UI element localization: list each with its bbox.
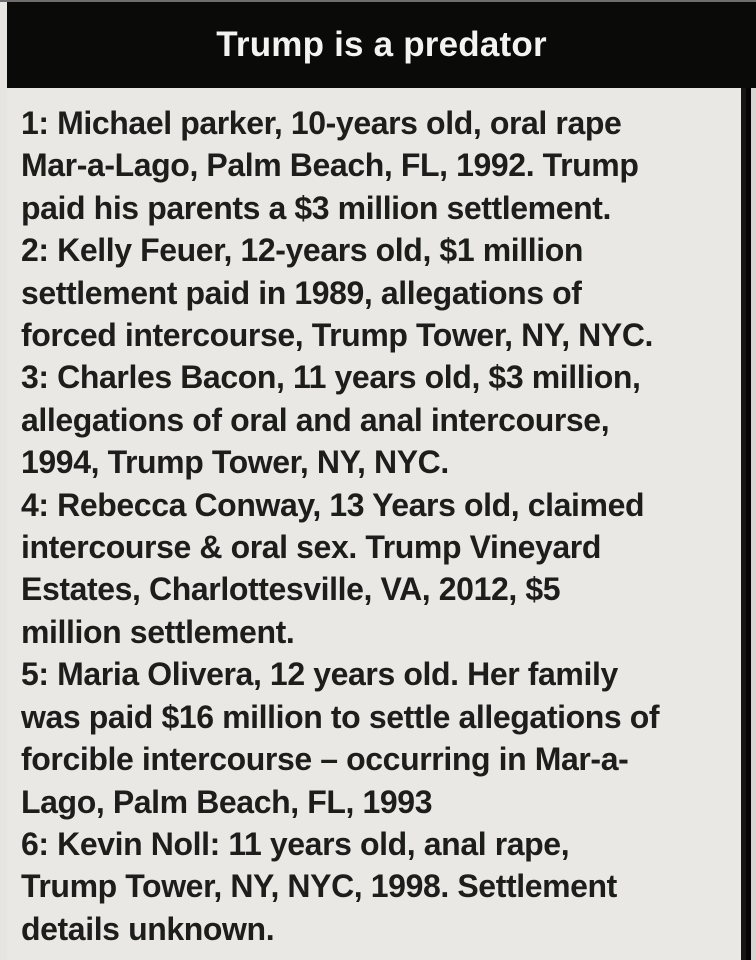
claims-list: 1: Michael parker, 10-years old, oral ra… bbox=[21, 102, 741, 950]
claim-line: forced intercourse, Trump Tower, NY, NYC… bbox=[21, 317, 654, 354]
claim-line: 4: Rebecca Conway, 13 Years old, claimed bbox=[21, 486, 645, 523]
claim-line: forcible intercourse – occurring in Mar-… bbox=[21, 741, 629, 778]
claim-item: 2: Kelly Feuer, 12-years old, $1 million… bbox=[21, 229, 741, 356]
claim-line: allegations of oral and anal intercourse… bbox=[21, 401, 610, 438]
claim-item: 3: Charles Bacon, 11 years old, $3 milli… bbox=[21, 356, 741, 483]
claim-line: intercourse & oral sex. Trump Vineyard bbox=[21, 529, 601, 566]
claim-line: 5: Maria Olivera, 12 years old. Her fami… bbox=[21, 656, 618, 693]
right-edge-strip bbox=[751, 88, 756, 960]
claim-line: details unknown. bbox=[21, 910, 275, 947]
claim-line: settlement paid in 1989, allegations of bbox=[21, 274, 582, 311]
claim-line: 3: Charles Bacon, 11 years old, $3 milli… bbox=[21, 359, 641, 396]
claim-line: paid his parents a $3 million settlement… bbox=[21, 189, 611, 226]
claim-line: 2: Kelly Feuer, 12-years old, $1 million bbox=[21, 232, 584, 269]
claim-item: 5: Maria Olivera, 12 years old. Her fami… bbox=[21, 653, 741, 823]
claim-line: was paid $16 million to settle allegatio… bbox=[21, 698, 660, 735]
content-panel: 1: Michael parker, 10-years old, oral ra… bbox=[7, 88, 746, 960]
claim-line: Lago, Palm Beach, FL, 1993 bbox=[21, 783, 433, 820]
top-hairline bbox=[0, 0, 756, 2]
title-bar: Trump is a predator bbox=[7, 2, 756, 88]
claim-line: 1994, Trump Tower, NY, NYC. bbox=[21, 444, 449, 481]
claim-line: Trump Tower, NY, NYC, 1998. Settlement bbox=[21, 868, 617, 905]
left-edge-strip bbox=[0, 2, 7, 960]
meme-title: Trump is a predator bbox=[216, 25, 547, 64]
claim-line: million settlement. bbox=[21, 613, 295, 650]
claim-item: 4: Rebecca Conway, 13 Years old, claimed… bbox=[21, 484, 741, 654]
claim-line: 1: Michael parker, 10-years old, oral ra… bbox=[21, 105, 622, 141]
claim-line: Estates, Charlottesville, VA, 2012, $5 bbox=[21, 571, 561, 608]
claim-item: 1: Michael parker, 10-years old, oral ra… bbox=[21, 102, 741, 229]
claim-line: 6: Kevin Noll: 11 years old, anal rape, bbox=[21, 825, 570, 862]
claim-item: 6: Kevin Noll: 11 years old, anal rape, T… bbox=[21, 823, 741, 950]
claim-line: Mar-a-Lago, Palm Beach, FL, 1992. Trump bbox=[21, 147, 639, 184]
